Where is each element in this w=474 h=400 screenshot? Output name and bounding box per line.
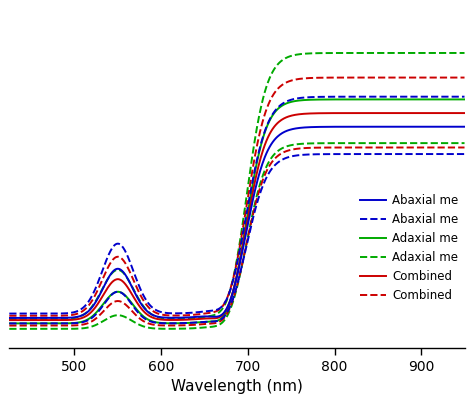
X-axis label: Wavelength (nm): Wavelength (nm) <box>171 379 303 394</box>
Legend: Abaxial me, Abaxial me, Adaxial me, Adaxial me, Combined, Combined: Abaxial me, Abaxial me, Adaxial me, Adax… <box>361 194 459 302</box>
